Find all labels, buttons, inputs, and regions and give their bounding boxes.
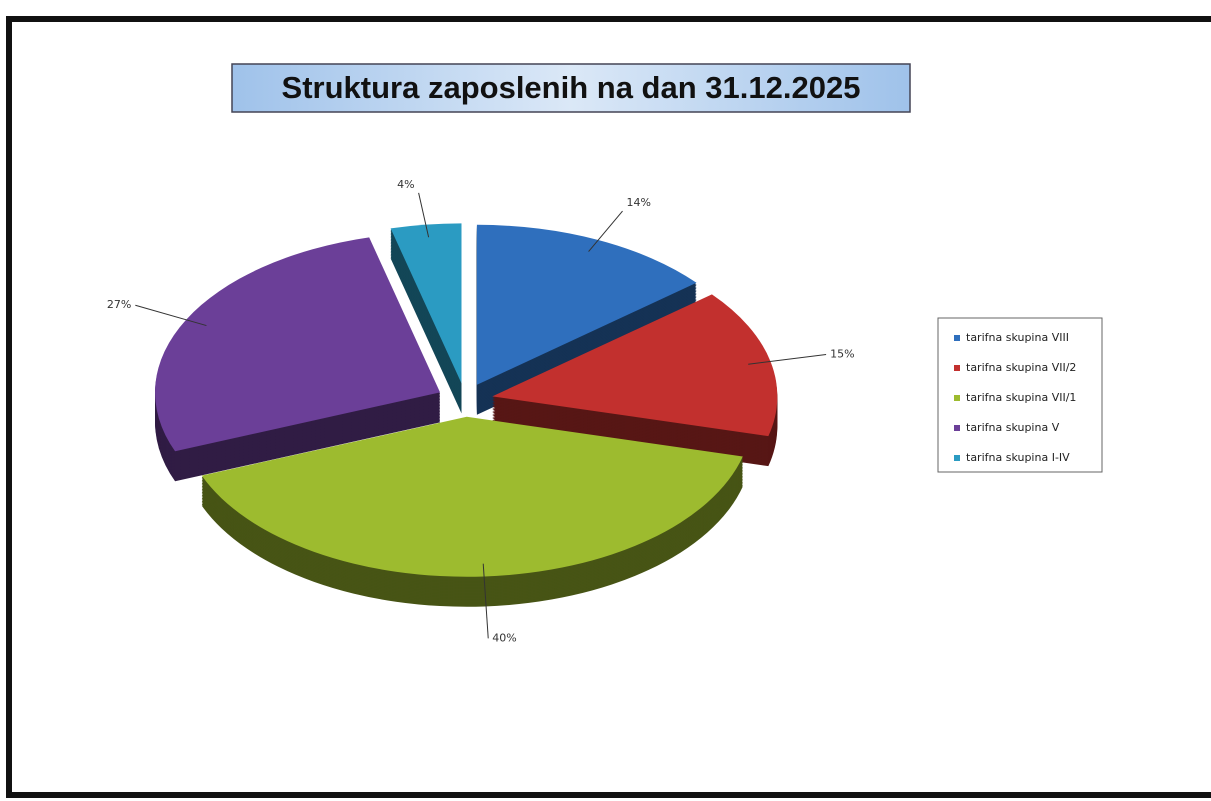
pie-slice <box>201 416 743 607</box>
legend-label: tarifna skupina VIII <box>966 331 1069 344</box>
slice-top <box>390 223 462 384</box>
data-label: 15% <box>830 347 854 360</box>
slice-top <box>155 237 441 452</box>
leader-line <box>135 304 207 327</box>
title-box <box>231 63 911 113</box>
legend-swatch <box>954 455 960 461</box>
pie-slice <box>155 237 441 482</box>
data-label: 4% <box>397 178 414 191</box>
pie-slice <box>476 224 697 415</box>
leader-line <box>418 192 430 238</box>
legend-label: tarifna skupina V <box>966 421 1060 434</box>
legend-swatch <box>954 365 960 371</box>
legend-label: tarifna skupina I-IV <box>966 451 1070 464</box>
data-label: 27% <box>107 298 131 311</box>
data-label: 14% <box>627 196 651 209</box>
slice-top <box>476 224 697 385</box>
slice-top <box>492 294 778 437</box>
leader-line <box>482 563 489 639</box>
pie-slice <box>492 294 778 467</box>
legend-swatch <box>954 395 960 401</box>
leader-line <box>748 353 827 365</box>
legend <box>937 317 1103 473</box>
legend-swatch <box>954 335 960 341</box>
pie <box>155 223 778 607</box>
legend-label: tarifna skupina VII/2 <box>966 361 1076 374</box>
frame <box>6 16 1211 798</box>
data-label: 40% <box>492 631 516 644</box>
legend-swatch <box>954 425 960 431</box>
slice-top <box>201 416 743 577</box>
leader-line <box>588 210 623 252</box>
pie-slice <box>390 223 462 414</box>
chart-title: Struktura zaposlenih na dan 31.12.2025 <box>282 70 861 105</box>
legend-label: tarifna skupina VII/1 <box>966 391 1076 404</box>
